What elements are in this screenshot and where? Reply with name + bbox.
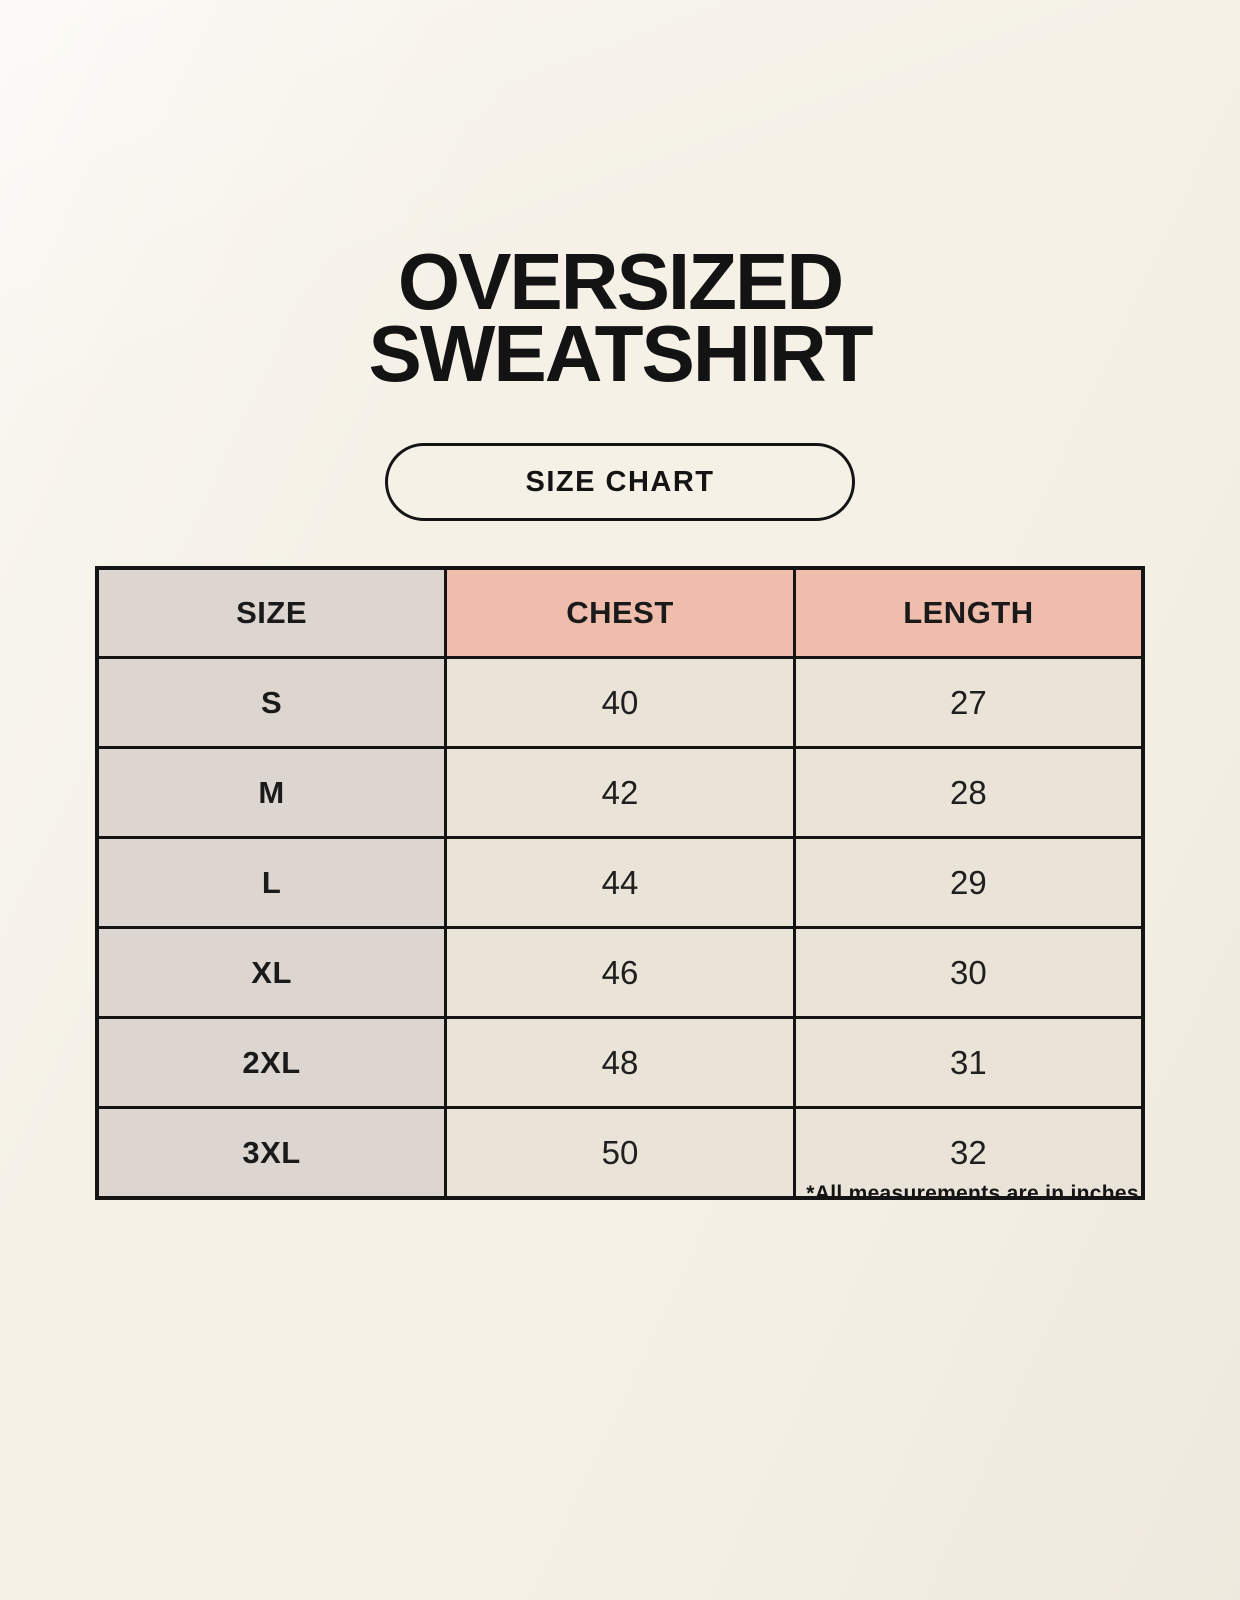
size-label: L [95,836,448,929]
length-value: 29 [792,836,1145,929]
page-title-line-2: SWEATSHIRT [368,309,874,398]
size-label: 2XL [95,1016,448,1109]
length-value: 27 [792,656,1145,749]
chest-value: 46 [444,926,796,1019]
chest-value: 50 [444,1106,796,1200]
length-value: 32 [792,1106,1145,1200]
size-chart-table: SIZE CHEST LENGTH S 40 27 M 42 28 L 44 2… [95,566,1145,1200]
table-row: L 44 29 [95,836,1145,929]
size-label: 3XL [95,1106,448,1200]
column-header-size: SIZE [95,566,448,659]
size-label: XL [95,926,448,1019]
table-row: XL 46 30 [95,926,1145,1019]
length-value: 30 [792,926,1145,1019]
table-row: M 42 28 [95,746,1145,839]
size-label: M [95,746,448,839]
table-row: S 40 27 [95,656,1145,749]
page-title: OVERSIZED SWEATSHIRT [0,237,1240,398]
chest-value: 48 [444,1016,796,1109]
length-value: 31 [792,1016,1145,1109]
column-header-chest: CHEST [444,566,796,659]
column-header-length: LENGTH [792,566,1145,659]
chest-value: 40 [444,656,796,749]
chest-value: 44 [444,836,796,929]
size-chart-badge[interactable]: SIZE CHART [385,443,855,521]
table-row: 2XL 48 31 [95,1016,1145,1109]
page-title-line-1: OVERSIZED [397,237,844,326]
size-label: S [95,656,448,749]
chest-value: 42 [444,746,796,839]
measurements-footnote: *All measurements are in inches. [806,1182,1145,1205]
size-chart-badge-label: SIZE CHART [525,465,715,498]
table-row: 3XL 50 32 [95,1106,1145,1200]
table-header-row: SIZE CHEST LENGTH [95,566,1145,659]
length-value: 28 [792,746,1145,839]
